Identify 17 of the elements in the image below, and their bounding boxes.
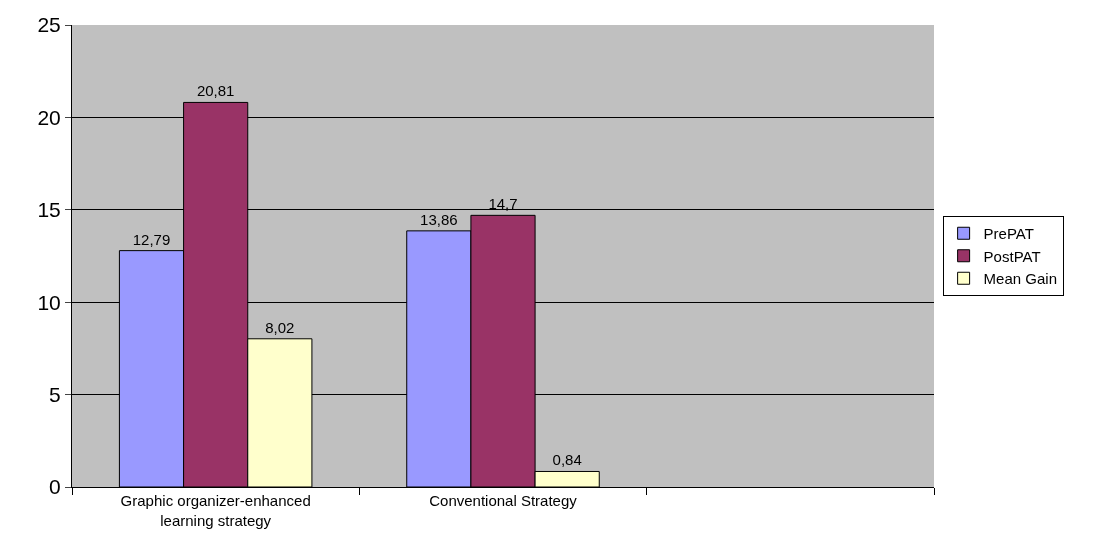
legend-label: Mean Gain — [983, 270, 1057, 288]
data-label: 14,7 — [488, 195, 518, 213]
data-label: 20,81 — [196, 82, 235, 100]
legend-label: PrePAT — [983, 225, 1034, 243]
y-tick-label: 5 — [49, 382, 61, 406]
y-tick-label: 15 — [37, 198, 61, 222]
data-label: 0,84 — [552, 451, 582, 469]
y-tick-label: 20 — [37, 105, 61, 129]
y-tick-label: 0 — [49, 475, 61, 499]
legend-label: PostPAT — [983, 247, 1041, 265]
x-tick-label: Conventional Strategy — [429, 492, 578, 509]
y-tick-label: 25 — [37, 13, 61, 37]
data-label: 12,79 — [132, 230, 171, 248]
data-label: 8,02 — [265, 318, 295, 336]
data-label: 13,86 — [420, 210, 458, 228]
x-tick-label: Graphic organizer-enhanced learning strategy — [120, 492, 311, 529]
y-tick-label: 10 — [37, 290, 61, 314]
